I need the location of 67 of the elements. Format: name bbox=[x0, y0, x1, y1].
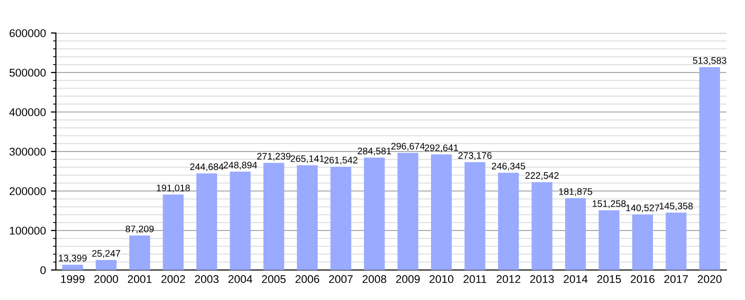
data-label: 246,345 bbox=[492, 162, 526, 171]
y-tick-label: 500000 bbox=[10, 68, 46, 77]
data-label: 261,542 bbox=[324, 156, 358, 165]
data-label: 87,209 bbox=[126, 226, 154, 234]
x-tick-label: 2016 bbox=[630, 275, 654, 284]
x-tick-label: 2014 bbox=[564, 275, 588, 284]
y-tick-label: 400000 bbox=[9, 108, 46, 116]
bar bbox=[196, 173, 218, 270]
data-label: 140,527 bbox=[626, 204, 660, 212]
x-tick-label: 2008 bbox=[362, 275, 386, 284]
x-tick-label: 2011 bbox=[464, 275, 486, 284]
bar bbox=[632, 214, 653, 270]
bar bbox=[699, 67, 720, 270]
x-tick-label: 2015 bbox=[597, 275, 621, 284]
bar bbox=[598, 210, 620, 270]
data-label: 296,674 bbox=[391, 142, 425, 151]
bar bbox=[498, 172, 519, 270]
data-label: 513,583 bbox=[692, 57, 726, 65]
data-label: 273,176 bbox=[458, 152, 492, 160]
bar bbox=[397, 152, 418, 270]
x-tick-label: 1999 bbox=[61, 275, 84, 284]
x-tick-label: 2006 bbox=[296, 275, 320, 284]
data-label: 25,247 bbox=[92, 250, 120, 258]
x-tick-label: 2012 bbox=[496, 275, 520, 284]
bar bbox=[296, 165, 318, 270]
data-label: 191,018 bbox=[156, 184, 190, 192]
x-tick-label: 2000 bbox=[94, 275, 118, 284]
data-label: 145,358 bbox=[660, 202, 693, 210]
data-label: 222,542 bbox=[525, 172, 559, 180]
bar bbox=[230, 172, 251, 270]
x-tick-label: 2013 bbox=[530, 275, 554, 284]
x-tick-label: 2009 bbox=[396, 275, 420, 284]
bar bbox=[96, 260, 117, 270]
x-tick-label: 2001 bbox=[128, 275, 152, 284]
data-label: 13,399 bbox=[58, 254, 87, 263]
bar bbox=[431, 154, 452, 270]
data-label: 292,641 bbox=[424, 144, 458, 152]
x-tick-label: 2004 bbox=[228, 275, 252, 284]
x-tick-label: 2020 bbox=[698, 275, 722, 284]
x-tick-label: 2003 bbox=[194, 275, 219, 284]
x-tick-label: 2010 bbox=[430, 275, 454, 284]
bar bbox=[464, 162, 486, 270]
y-tick-label: 300000 bbox=[10, 148, 46, 156]
bar bbox=[263, 162, 284, 270]
bar bbox=[129, 236, 150, 270]
data-label: 248,894 bbox=[224, 162, 258, 170]
bar bbox=[62, 264, 84, 270]
y-tick-label: 200000 bbox=[10, 187, 46, 196]
bar bbox=[364, 158, 385, 270]
bar bbox=[666, 212, 686, 270]
x-tick-label: 2007 bbox=[329, 275, 353, 284]
bar bbox=[532, 182, 552, 270]
data-label: 284,581 bbox=[358, 148, 391, 156]
bar bbox=[162, 194, 184, 270]
x-tick-label: 2005 bbox=[262, 275, 286, 284]
data-label: 265,141 bbox=[290, 155, 324, 164]
x-tick-label: 2002 bbox=[161, 275, 186, 284]
data-label: 244,684 bbox=[190, 163, 224, 172]
y-tick-label: 100000 bbox=[10, 226, 46, 235]
bar bbox=[565, 198, 586, 270]
bar bbox=[330, 166, 352, 270]
x-tick-label: 2017 bbox=[664, 275, 688, 284]
y-tick-label: 600000 bbox=[10, 29, 46, 38]
data-label: 151,258 bbox=[592, 200, 626, 208]
data-label: 271,239 bbox=[257, 152, 290, 161]
data-label: 181,875 bbox=[559, 188, 592, 196]
y-tick-label: 0 bbox=[40, 266, 46, 274]
